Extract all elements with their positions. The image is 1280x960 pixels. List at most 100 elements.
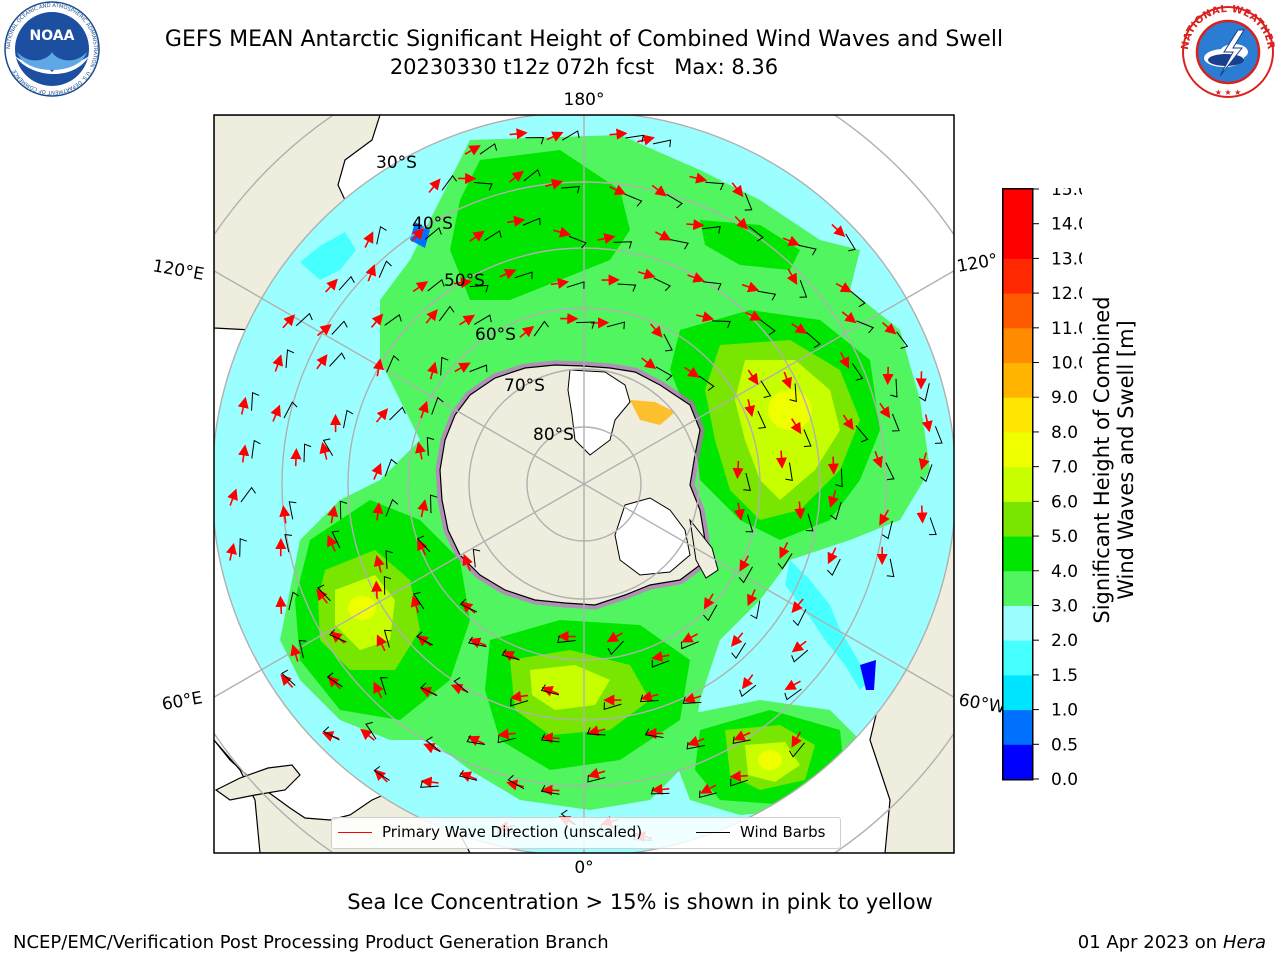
wind-barb	[373, 766, 390, 781]
wave-arrow	[587, 725, 606, 737]
wind-barb	[240, 486, 257, 503]
wind-barb	[732, 736, 751, 745]
wind-barb	[686, 741, 705, 750]
wave-arrow	[827, 547, 838, 565]
wave-arrow	[747, 589, 758, 607]
wind-barb	[617, 283, 637, 292]
wind-barb	[670, 239, 689, 250]
wind-barb	[653, 277, 671, 292]
colorbar-tick-label: 6.0	[1051, 492, 1078, 512]
graticule	[214, 115, 954, 853]
wind-barb	[386, 354, 400, 373]
colorbar-tick-label: 1.5	[1051, 666, 1078, 686]
run-date: 01 Apr 2023 on Hera	[1078, 932, 1266, 953]
wind-barb	[798, 244, 817, 256]
wave-arrow	[827, 456, 839, 475]
wave-arrow	[587, 767, 606, 779]
wind-barb	[533, 320, 549, 337]
wind-barb	[881, 520, 893, 540]
wind-barb	[420, 682, 438, 697]
wind-barb	[474, 314, 492, 325]
wave-arrow	[879, 402, 891, 419]
wave-arrow	[319, 441, 331, 460]
wind-barb	[785, 462, 793, 482]
colorbar-tick-label: 4.0	[1051, 562, 1078, 582]
colorbar-title: Significant Height of Combined Wind Wave…	[1090, 160, 1138, 760]
wave-arrow	[790, 418, 802, 435]
colorbar-title-line2: Wind Waves and Swell [m]	[1114, 320, 1138, 600]
wind-barb	[625, 134, 644, 143]
lon-label-60e: 60°E	[160, 688, 204, 715]
wind-barb	[777, 553, 793, 570]
wave-arrow	[502, 651, 520, 662]
wave-arrow	[651, 184, 667, 197]
wave-arrow	[741, 281, 760, 293]
wind-barb	[479, 143, 498, 155]
wind-barb	[288, 591, 300, 611]
wave-arrow	[467, 735, 485, 747]
wave-arrow	[609, 184, 627, 195]
wind-barb	[339, 500, 348, 520]
wave-arrow	[316, 323, 332, 337]
wave-arrow	[325, 278, 338, 293]
wind-barb	[424, 227, 442, 240]
wave-arrow	[371, 462, 382, 480]
wave-arrow	[786, 268, 798, 286]
lon-label-0: 0°	[574, 858, 593, 878]
wind-barb	[830, 501, 842, 521]
wind-barb	[474, 182, 493, 191]
chart-title: GEFS MEAN Antarctic Significant Height o…	[164, 27, 1004, 52]
wave-arrow	[450, 683, 468, 695]
map-legend: Primary Wave Direction (unscaled) Wind B…	[331, 817, 841, 849]
wave-arrow	[918, 452, 930, 471]
wave-arrow	[597, 233, 616, 245]
wind-barb	[892, 413, 900, 432]
wind-barb	[792, 608, 807, 627]
wave-arrow	[734, 215, 748, 230]
wave-arrow	[689, 172, 708, 184]
noaa-logo-text: NOAA	[30, 28, 75, 44]
wave-arrow	[733, 502, 745, 521]
wind-barb	[750, 600, 761, 620]
legend-label-wave: Primary Wave Direction (unscaled)	[382, 823, 643, 841]
wave-arrow	[415, 441, 426, 460]
chart-subtitle: 20230330 t12z 072h fcst Max: 8.36	[389, 55, 779, 79]
wind-barb	[329, 629, 347, 643]
wave-arrow	[687, 735, 705, 747]
wind-barb	[379, 677, 388, 695]
wave-arrow	[497, 728, 516, 740]
legend-swatch-barbs	[696, 832, 730, 833]
lat-label-50s: 50°S	[444, 271, 485, 291]
wave-arrow	[411, 227, 424, 242]
wave-arrow	[791, 640, 807, 653]
wave-arrow	[459, 314, 475, 326]
colorbar-tick-label: 11.0	[1051, 319, 1082, 339]
wind-barb	[806, 331, 821, 349]
colorbar-tick-label: 0.5	[1051, 735, 1078, 755]
map-frame	[213, 114, 955, 854]
wave-arrow	[428, 178, 441, 194]
wind-barb	[540, 784, 560, 795]
wind-barb	[791, 649, 809, 663]
wave-arrow	[733, 730, 751, 741]
wave-arrow	[541, 784, 560, 796]
wind-barb	[416, 535, 431, 553]
wave-arrow	[372, 502, 384, 521]
wind-barb	[934, 426, 943, 444]
wave-arrow	[290, 644, 302, 662]
wind-barb	[680, 641, 699, 650]
lon-label-120w: 120°	[955, 250, 999, 277]
wind-barb	[663, 333, 673, 352]
wind-barb	[331, 320, 348, 335]
wind-barb	[760, 319, 776, 336]
wind-barb	[466, 735, 485, 745]
wave-arrow	[469, 637, 487, 649]
wave-arrow	[640, 690, 659, 702]
wind-barb	[384, 458, 398, 477]
wind-barb	[281, 669, 296, 686]
wind-barb	[748, 225, 764, 242]
wind-barb	[383, 576, 392, 595]
wave-arrow	[641, 357, 657, 370]
wave-arrow	[238, 444, 250, 463]
colorbar-cell	[1003, 293, 1032, 329]
